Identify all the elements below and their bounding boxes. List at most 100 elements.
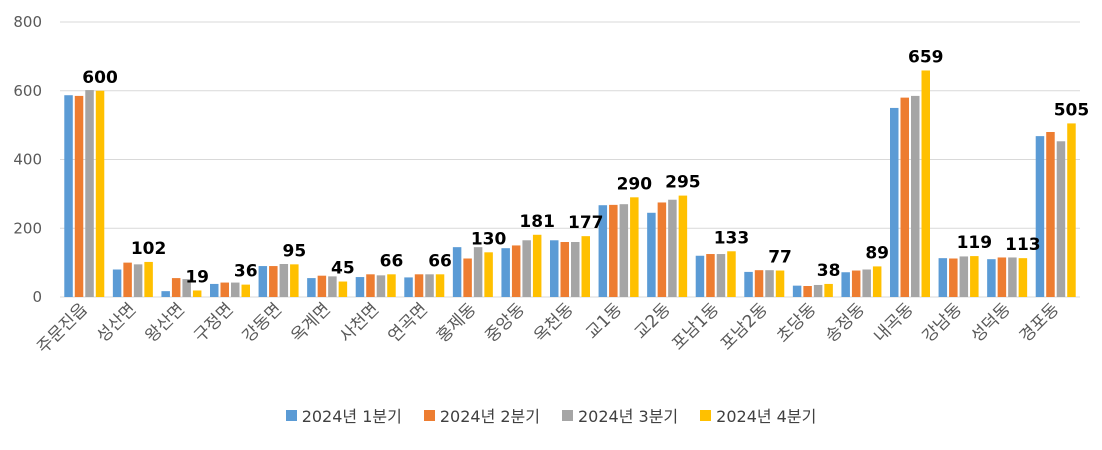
bar: [872, 266, 882, 297]
bar: [706, 254, 715, 297]
x-tick-label: 초당동: [773, 299, 820, 346]
legend-label: 2024년 4분기: [716, 407, 817, 426]
bar: [911, 95, 920, 297]
bar: [269, 266, 278, 297]
data-label: 119: [957, 233, 993, 253]
legend-swatch: [285, 409, 297, 421]
bar: [123, 262, 132, 297]
bar: [803, 286, 812, 297]
bar: [220, 282, 229, 297]
bar: [328, 276, 337, 297]
bar: [668, 199, 677, 297]
data-label: 505: [1054, 100, 1090, 120]
data-label: 181: [519, 212, 555, 232]
bar: [890, 107, 899, 297]
bar: [792, 285, 802, 297]
bar: [404, 277, 413, 297]
bar: [727, 251, 736, 297]
legend-label: 2024년 2분기: [439, 407, 540, 426]
bar: [862, 269, 871, 297]
data-label: 66: [428, 251, 452, 271]
x-tick-label: 홍제동: [433, 299, 480, 346]
data-label: 38: [817, 261, 841, 281]
bar: [678, 195, 688, 297]
legend-item: 2024년 4분기: [700, 403, 816, 427]
bar: [64, 95, 73, 297]
bar: [900, 97, 909, 297]
x-tick-label: 구정면: [190, 299, 237, 346]
data-label: 113: [1005, 235, 1041, 255]
legend-label: 2024년 1분기: [301, 407, 402, 426]
data-label: 45: [331, 259, 355, 279]
x-tick-label: 중앙동: [482, 299, 529, 346]
data-label: 36: [234, 262, 258, 282]
data-label: 295: [665, 173, 701, 193]
data-label: 89: [865, 243, 889, 263]
data-label: 66: [380, 251, 404, 271]
data-label: 102: [131, 239, 167, 259]
data-label: 600: [82, 68, 118, 88]
bar: [133, 264, 143, 297]
data-label: 177: [568, 213, 604, 233]
bar: [522, 240, 531, 297]
bar: [841, 272, 850, 297]
x-tick-label: 성덕동: [967, 299, 1014, 346]
bar: [192, 290, 202, 297]
bar: [414, 274, 424, 297]
bar: [949, 258, 958, 297]
x-tick-label: 교1동: [582, 299, 626, 343]
data-label: 659: [908, 47, 944, 67]
bar: [921, 70, 930, 297]
bar: [630, 197, 639, 297]
bar: [1035, 136, 1045, 297]
legend-swatch: [700, 409, 712, 421]
bar: [463, 258, 472, 297]
bar: [95, 90, 105, 297]
x-tick-label: 주문진읍: [33, 299, 91, 357]
x-tick-label: 옥계면: [287, 299, 334, 346]
data-labels: 600 102 19 36 95 45 66 66 130 181 177 290 295 133 77 38…: [82, 47, 1089, 287]
data-label: 19: [185, 267, 209, 287]
legend: 2024년 1분기 2024년 2분기 2024년 3분기 2024년 4분기: [0, 403, 1102, 427]
bar: [171, 278, 181, 297]
bar: [279, 264, 289, 297]
bar: [970, 256, 979, 297]
legend-item: 2024년 1분기: [285, 403, 402, 427]
bar: [598, 205, 608, 297]
x-tick-label: 연곡면: [385, 299, 432, 346]
bar: [609, 204, 618, 297]
bar: [112, 269, 122, 297]
bar: [1018, 258, 1028, 297]
bar: [355, 277, 365, 297]
y-tick-label: 800: [13, 13, 42, 31]
bar: [74, 95, 84, 297]
bar: [571, 242, 580, 297]
bar: [210, 283, 219, 297]
bar: [290, 264, 299, 297]
bar: [824, 283, 833, 297]
bar: [716, 254, 726, 297]
x-tick-label: 성산면: [93, 299, 140, 346]
bar-chart: 0 200 400 600 800 600 102 19 36 95 45 66 66 130 181 17…: [13, 13, 1089, 358]
bar: [647, 212, 656, 297]
x-axis-ticks: 주문진읍 성산면 왕산면 구정면 강동면 옥계면 사천면 연곡면 홍제동 중앙동 옥천동 교1동 교2동…: [33, 299, 1063, 357]
bar: [376, 275, 386, 297]
x-tick-label: 강남동: [919, 299, 966, 346]
bar: [581, 236, 590, 297]
bar: [258, 266, 268, 297]
bars: [64, 70, 1076, 297]
bar: [511, 245, 521, 297]
bar: [366, 274, 375, 297]
bar: [938, 258, 948, 297]
bar: [1056, 141, 1066, 297]
bar: [473, 247, 483, 297]
bar: [501, 248, 510, 297]
bar: [754, 270, 764, 297]
bar: [1046, 132, 1055, 297]
legend-item: 2024년 3분기: [562, 403, 678, 427]
y-tick-label: 400: [13, 151, 42, 169]
data-label: 290: [617, 174, 653, 194]
y-tick-label: 200: [13, 219, 42, 237]
bar: [1008, 257, 1017, 297]
data-label: 77: [768, 248, 792, 268]
